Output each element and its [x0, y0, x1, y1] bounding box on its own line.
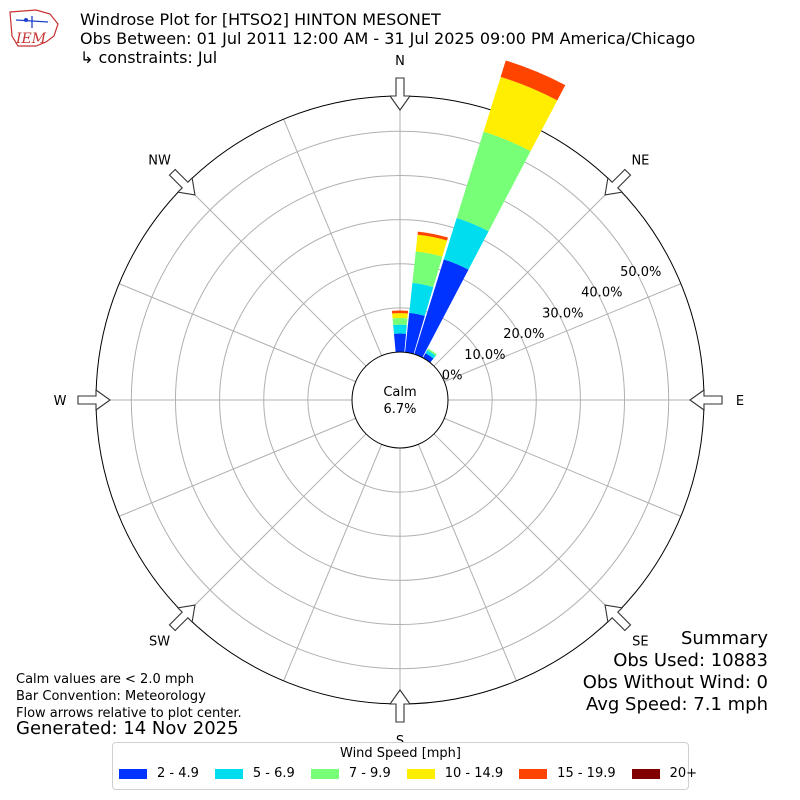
radial-tick-label: 40.0% — [581, 286, 622, 301]
summary-obs-without-wind: Obs Without Wind: 0 — [582, 672, 768, 693]
legend-item: 15 - 19.9 — [519, 766, 616, 781]
iem-logo: IEM — [9, 9, 59, 47]
grid-spoke — [444, 283, 682, 383]
calm-value: 6.7% — [383, 402, 416, 417]
flow-arrow-s — [388, 689, 412, 723]
bar-sector-1-bin-0 — [405, 312, 425, 354]
notes-block: Calm values are < 2.0 mph Bar Convention… — [16, 671, 242, 722]
bar-sector-2-bin-1 — [443, 218, 489, 270]
flow-arrow-n — [388, 77, 412, 111]
compass-label-n: N — [395, 54, 405, 69]
legend-label: 10 - 14.9 — [444, 766, 504, 781]
radial-tick-label: 10.0% — [464, 348, 505, 363]
legend: Wind Speed [mph] 2 - 4.9 5 - 6.9 7 - 9.9 10… — [112, 742, 697, 790]
bar-sector-1-bin-3 — [415, 234, 448, 257]
summary-block: Summary Obs Used: 10883 Obs Without Wind… — [583, 628, 768, 716]
grid-spoke — [118, 417, 356, 517]
grid-spoke — [417, 444, 517, 682]
legend-swatch — [214, 768, 243, 779]
convention-note: Bar Convention: Meteorology — [16, 689, 206, 704]
radial-tick-label: 50.0% — [620, 265, 661, 280]
legend-label: 15 - 19.9 — [557, 766, 616, 781]
bar-sector-1-bin-1 — [409, 282, 434, 316]
compass-label-sw: SW — [149, 634, 170, 649]
grid-spoke — [433, 433, 616, 616]
flow-arrow-ne — [604, 168, 632, 196]
legend-item: 20+ — [631, 766, 698, 781]
grid-ring — [219, 219, 581, 581]
legend-swatch — [119, 768, 147, 779]
grid-spoke — [433, 184, 616, 367]
legend-item: 2 - 4.9 — [119, 766, 199, 781]
bar-sector-2-bin-2 — [456, 131, 531, 232]
bar-sector-3-bin-1 — [425, 350, 436, 359]
compass-label-w: W — [54, 394, 67, 409]
legend-swatch — [519, 768, 548, 779]
flow-arrow-e — [689, 388, 723, 412]
summary-obs-used: Obs Used: 10883 — [613, 650, 768, 671]
calm-label: Calm — [383, 385, 416, 400]
summary-avg-speed: Avg Speed: 7.1 mph — [586, 694, 768, 715]
flow-arrow-se — [604, 604, 632, 632]
legend-swatch — [406, 768, 435, 779]
legend-label: 5 - 6.9 — [252, 766, 295, 781]
bar-sector-2-bin-4 — [500, 60, 566, 101]
compass-label-nw: NW — [148, 154, 171, 169]
compass-label-ne: NE — [631, 154, 649, 169]
bar-sector-0-bin-4 — [391, 310, 409, 314]
bar-sector-0-bin-0 — [393, 333, 407, 353]
legend-item: 5 - 6.9 — [214, 766, 295, 781]
legend-swatch — [631, 768, 660, 779]
grid-spoke — [444, 417, 682, 517]
bar-sector-0-bin-3 — [392, 313, 408, 319]
flow-arrow-w — [77, 388, 111, 412]
legend-swatch — [310, 768, 339, 779]
legend-label: 7 - 9.9 — [348, 766, 391, 781]
flow-arrow-sw — [168, 604, 196, 632]
legend-item: 7 - 9.9 — [310, 766, 391, 781]
radial-tick-label: 30.0% — [542, 306, 583, 321]
grid-ring — [130, 130, 670, 670]
grid-ring — [174, 174, 626, 626]
bar-sector-3-bin-2 — [427, 348, 437, 356]
logo-text: IEM — [15, 31, 47, 47]
observation-period: Obs Between: 01 Jul 2011 12:00 AM - 31 J… — [80, 29, 696, 48]
summary-title: Summary — [681, 628, 768, 649]
legend-item: 10 - 14.9 — [406, 766, 504, 781]
legend-title: Wind Speed [mph] — [340, 746, 461, 761]
bar-sector-0-bin-1 — [393, 324, 407, 334]
generated-date: Generated: 14 Nov 2025 — [16, 718, 239, 739]
bar-sector-1-bin-4 — [417, 231, 448, 241]
grid-spoke — [184, 433, 367, 616]
calm-note: Calm values are < 2.0 mph — [16, 672, 195, 687]
chart-header: Windrose Plot for [HTSO2] HINTON MESONET… — [80, 10, 695, 67]
legend-label: 20+ — [669, 766, 698, 781]
constraints-text: ↳ constraints: Jul — [80, 48, 218, 67]
legend-items: 2 - 4.9 5 - 6.9 7 - 9.9 10 - 14.9 15 - 19.9 2… — [119, 766, 713, 781]
flow-arrow-nw — [168, 168, 196, 196]
grid-spoke — [184, 184, 367, 367]
bar-sector-0-bin-2 — [392, 318, 408, 325]
chart-title: Windrose Plot for [HTSO2] HINTON MESONET — [80, 10, 441, 29]
bar-sector-3-bin-0 — [422, 353, 434, 363]
compass-label-e: E — [736, 394, 744, 409]
bar-sector-2-bin-3 — [483, 76, 558, 152]
grid-spoke — [118, 283, 356, 383]
legend-label: 2 - 4.9 — [157, 766, 199, 781]
bar-sector-2-bin-0 — [414, 259, 469, 358]
grid-ring — [263, 263, 537, 537]
compass-label-se: SE — [632, 634, 648, 649]
radial-tick-label: 20.0% — [503, 327, 544, 342]
grid-spoke — [283, 444, 383, 682]
flow-note: Flow arrows relative to plot center. — [16, 706, 242, 721]
bar-sector-1-bin-2 — [412, 251, 443, 288]
compass-label-s: S — [396, 734, 404, 749]
grid-spoke — [283, 118, 383, 356]
grid-ring — [307, 307, 493, 493]
calm-circle — [351, 351, 449, 449]
